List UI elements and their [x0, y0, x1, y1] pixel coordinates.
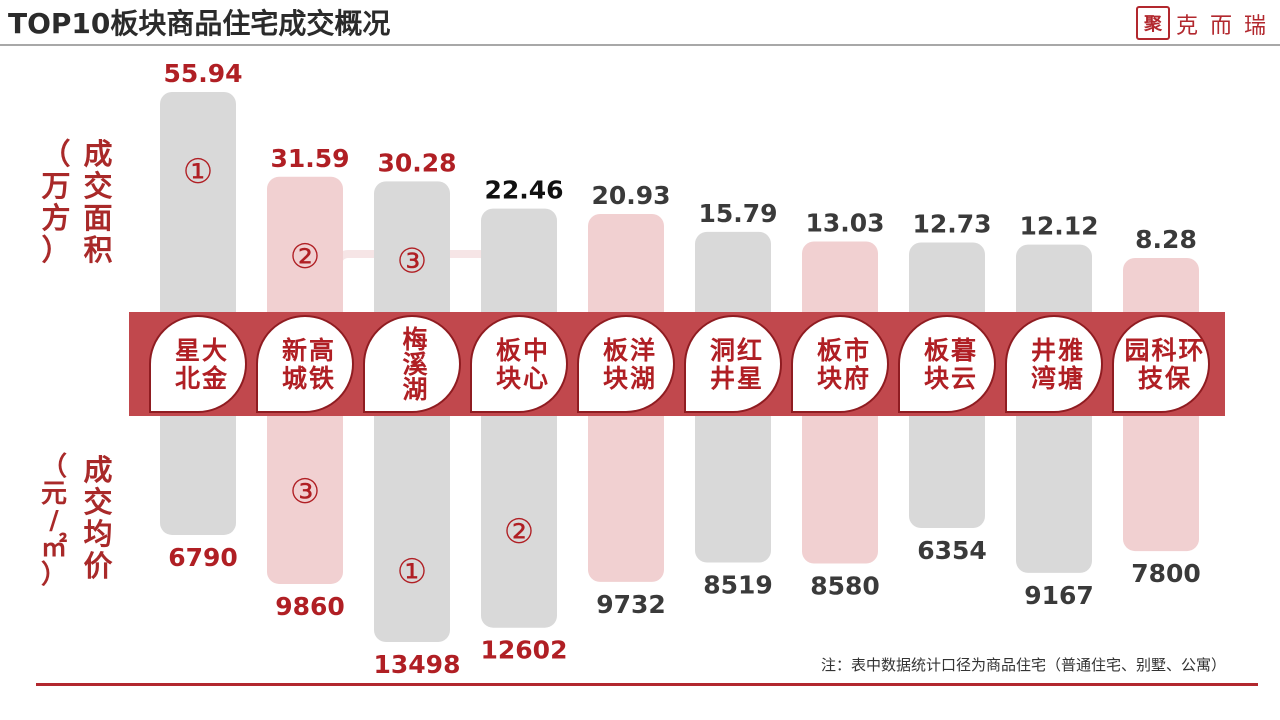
area-value-label: 13.03 [805, 208, 884, 237]
price-label-char: 均 [83, 517, 113, 551]
brand-logo: 聚 克而瑞 [1136, 6, 1270, 42]
price-value-label: 9732 [596, 590, 666, 619]
category-label: 板暮 [924, 336, 978, 365]
category-label: 新高 [282, 336, 336, 365]
price-label-char: 成 [83, 453, 113, 487]
category-label: 梅 [402, 325, 429, 354]
area-label-char: 交 [83, 169, 113, 203]
category-label: 城铁 [282, 364, 336, 393]
area-rank-badge: ② [290, 237, 320, 277]
title-divider [0, 44, 1280, 46]
category-badge-shape [363, 314, 462, 413]
area-unit-char: 万 [41, 169, 71, 203]
area-unit-label: （ 万 方 ） [40, 138, 72, 266]
area-unit-char: 方 [41, 201, 71, 235]
price-unit-char: ） [40, 560, 67, 590]
price-value-label: 13498 [374, 650, 461, 679]
price-rank-badge: ③ [290, 472, 320, 512]
price-value-label: 8519 [703, 571, 773, 600]
page-title: TOP10板块商品住宅成交概况 [8, 7, 391, 40]
category-badge-shape [898, 314, 997, 413]
bar-4 [481, 208, 557, 628]
category-label: 块府 [817, 364, 871, 393]
price-unit-label: （ 元 / ㎡ ） [38, 454, 70, 589]
area-rank-badge: ③ [397, 241, 427, 281]
category-label: 块心 [496, 364, 550, 393]
price-label-char: 价 [83, 549, 113, 583]
category-badge-shape [791, 314, 890, 413]
category-label: 星大 [175, 336, 229, 365]
category-label: 板中 [496, 336, 550, 365]
area-axis-label: 成 交 面 积 [82, 138, 114, 266]
area-value-label: 20.93 [591, 181, 670, 210]
category-label: 溪 [402, 350, 429, 379]
category-label: 井雅 [1031, 336, 1085, 365]
area-unit-char: （ [41, 137, 71, 171]
category-label: 板洋 [603, 336, 657, 365]
category-label: 湾塘 [1031, 364, 1085, 393]
category-label: 湖 [402, 375, 429, 404]
price-unit-char: / [49, 506, 59, 536]
category-badge-shape [1005, 314, 1104, 413]
area-value-label: 22.46 [484, 176, 563, 205]
area-label-char: 成 [83, 137, 113, 171]
bottom-divider [36, 683, 1258, 686]
area-value-label: 30.28 [377, 148, 456, 177]
area-value-label: 12.73 [912, 210, 991, 239]
category-label: 洞红 [710, 336, 764, 365]
category-badge-shape [470, 314, 569, 413]
price-value-label: 9167 [1024, 581, 1094, 610]
price-value-label: 7800 [1131, 559, 1201, 588]
area-label-char: 积 [83, 233, 113, 267]
category-badge-shape [256, 314, 355, 413]
category-badge-shape [1112, 314, 1211, 413]
price-axis-label: 成 交 均 价 [82, 454, 114, 582]
area-value-label: 31.59 [270, 144, 349, 173]
category-badge-shape [684, 314, 783, 413]
price-value-label: 9860 [275, 592, 345, 621]
area-value-label: 12.12 [1019, 212, 1098, 241]
category-label: 块云 [924, 364, 978, 393]
area-value-label: 55.94 [163, 59, 242, 88]
price-rank-badge: ① [397, 552, 427, 592]
category-label: 井星 [710, 364, 764, 393]
logo-text: 克而瑞 [1176, 14, 1279, 39]
footnote: 注：表中数据统计口径为商品住宅（普通住宅、别墅、公寓） [820, 656, 1226, 674]
category-badge-shape [577, 314, 676, 413]
category-label: 技保 [1138, 364, 1192, 393]
category-label: 北金 [175, 364, 229, 393]
category-badge: 梅溪湖 [363, 314, 462, 413]
category-badge-shape [149, 314, 248, 413]
area-unit-char: ） [41, 233, 71, 267]
category-label: 板市 [817, 336, 871, 365]
category-label: 块湖 [603, 364, 657, 393]
category-label: 园科环 [1124, 336, 1205, 365]
price-unit-char: 元 [40, 479, 67, 509]
area-label-char: 面 [83, 201, 113, 235]
price-value-label: 8580 [810, 572, 880, 601]
logo-seal-icon: 聚 [1136, 6, 1170, 40]
price-rank-badge: ② [504, 512, 534, 552]
price-value-label: 12602 [481, 636, 568, 665]
price-label-char: 交 [83, 485, 113, 519]
area-value-label: 15.79 [698, 199, 777, 228]
price-unit-char: （ [40, 452, 67, 482]
area-value-label: 8.28 [1135, 225, 1197, 254]
price-unit-char: ㎡ [40, 533, 67, 563]
price-value-label: 6790 [168, 543, 238, 572]
area-rank-badge: ① [183, 152, 213, 192]
price-value-label: 6354 [917, 536, 987, 565]
